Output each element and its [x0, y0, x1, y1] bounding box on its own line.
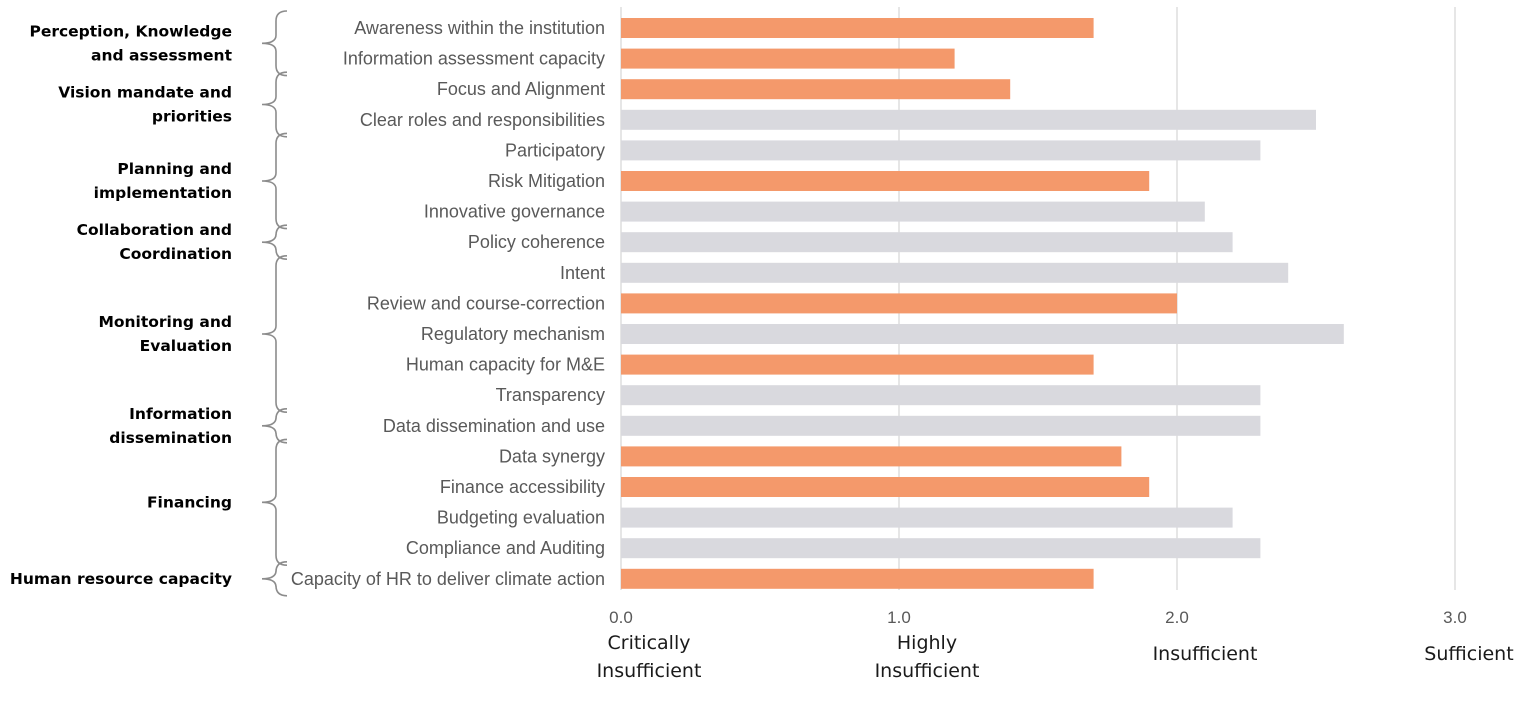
category-label-2: Focus and Alignment	[437, 79, 605, 99]
bar-8	[621, 262, 1289, 283]
tick-label-2: 2.0	[1165, 608, 1189, 627]
group-brace-0	[261, 10, 288, 77]
group-labels: Perception, Knowledge and assessment Visio…	[10, 10, 288, 597]
category-label-13: Data dissemination and use	[383, 416, 605, 436]
bar-1	[621, 48, 955, 69]
category-label-1: Information assessment capacity	[343, 49, 605, 69]
rating-labels: Critically Insufficient Highly Insufficient…	[597, 632, 1514, 682]
group-label-4-0: Monitoring and	[98, 313, 232, 331]
bar-2	[621, 79, 1011, 100]
rating-label-0-0: Critically	[608, 632, 691, 654]
bar-13	[621, 415, 1261, 436]
category-label-17: Compliance and Auditing	[406, 538, 605, 558]
bar-15	[621, 477, 1150, 497]
group-label-1-0: Vision mandate and	[58, 84, 232, 102]
bar-9	[621, 293, 1177, 314]
bar-16	[621, 507, 1233, 528]
category-label-8: Intent	[560, 263, 605, 283]
bar-4	[621, 140, 1261, 161]
category-label-18: Capacity of HR to deliver climate action	[291, 569, 605, 589]
group-label-3-0: Collaboration and	[77, 221, 232, 239]
category-label-0: Awareness within the institution	[354, 18, 605, 38]
category-label-12: Transparency	[496, 385, 605, 405]
group-label-4-1: Evaluation	[140, 337, 232, 355]
category-label-4: Participatory	[505, 140, 605, 160]
category-label-10: Regulatory mechanism	[421, 324, 605, 344]
bar-6	[621, 201, 1205, 222]
bar-11	[621, 354, 1094, 375]
category-label-7: Policy coherence	[468, 232, 605, 252]
group-brace-1	[261, 71, 288, 138]
group-brace-6	[261, 438, 288, 566]
rating-label-1-0: Highly	[897, 632, 957, 654]
group-label-7-0: Human resource capacity	[10, 570, 232, 588]
bar-12	[621, 385, 1261, 406]
bar-10	[621, 324, 1344, 344]
tick-label-1: 1.0	[887, 608, 911, 627]
category-labels: Awareness within the institution Informat…	[291, 18, 605, 589]
category-label-15: Finance accessibility	[440, 477, 605, 497]
bar-3	[621, 109, 1316, 130]
group-brace-7	[261, 561, 288, 597]
rating-label-0-1: Insufficient	[597, 660, 702, 682]
category-label-3: Clear roles and responsibilities	[360, 110, 605, 130]
group-label-0-0: Perception, Knowledge	[29, 22, 232, 40]
group-brace-2	[261, 132, 288, 230]
group-label-5-1: dissemination	[109, 429, 232, 447]
group-label-0-1: and assessment	[91, 46, 233, 64]
group-label-1-1: priorities	[152, 108, 232, 126]
group-label-2-0: Planning and	[117, 160, 232, 178]
group-label-6-0: Financing	[147, 493, 232, 511]
group-brace-3	[261, 224, 288, 260]
x-axis-ticks: 0.0 1.0 2.0 3.0	[609, 608, 1467, 627]
bars	[621, 18, 1344, 589]
rating-label-3-0: Sufficient	[1424, 643, 1513, 665]
tick-label-3: 3.0	[1443, 608, 1467, 627]
category-label-6: Innovative governance	[424, 202, 605, 222]
bar-18	[621, 568, 1094, 589]
group-label-5-0: Information	[129, 405, 232, 423]
rating-label-2-0: Insufficient	[1153, 643, 1258, 665]
bar-7	[621, 232, 1233, 253]
group-label-2-1: implementation	[94, 184, 232, 202]
category-label-11: Human capacity for M&E	[406, 355, 605, 375]
bar-14	[621, 446, 1122, 467]
group-brace-4	[261, 255, 288, 413]
category-label-16: Budgeting evaluation	[437, 508, 605, 528]
rating-label-1-1: Insufficient	[875, 660, 980, 682]
bar-17	[621, 538, 1261, 559]
group-label-3-1: Coordination	[119, 245, 232, 263]
bar-5	[621, 171, 1150, 191]
category-label-14: Data synergy	[499, 446, 605, 466]
tick-label-0: 0.0	[609, 608, 633, 627]
category-label-5: Risk Mitigation	[488, 171, 605, 191]
group-brace-5	[261, 408, 288, 444]
bar-0	[621, 18, 1094, 38]
category-label-9: Review and course-correction	[367, 293, 605, 313]
